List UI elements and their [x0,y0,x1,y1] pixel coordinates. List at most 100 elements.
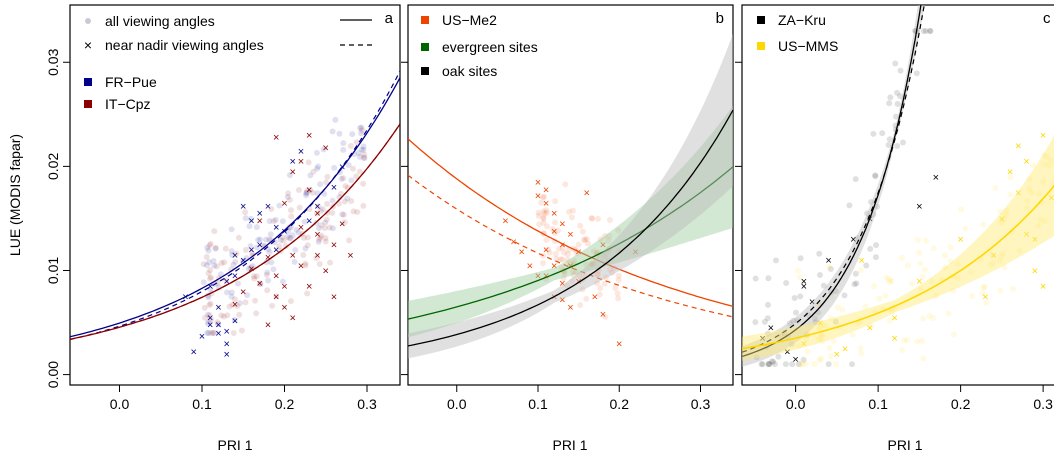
background-point [286,196,293,203]
background-point [315,238,322,245]
background-point [356,168,363,175]
nadir-point: × [323,143,329,155]
background-point [214,319,221,326]
background-point [346,237,353,244]
background-point [873,242,880,249]
nadir-point: × [616,338,622,350]
background-point [920,315,927,322]
nadir-point: × [265,320,271,332]
nadir-point: × [1023,156,1029,168]
fit-line [742,5,922,358]
background-point [300,251,307,258]
background-point [206,312,213,319]
background-point [886,278,893,285]
nadir-point: × [306,184,312,196]
nadir-point: × [535,177,541,189]
fit-line [408,166,733,320]
x-tick-label: 0.0 [447,396,467,412]
background-point [208,329,215,336]
nadir-point: × [273,245,279,257]
nadir-point: × [232,250,238,262]
background-point [579,228,586,235]
nadir-point: × [224,338,230,350]
background-point [885,141,892,148]
background-point [608,269,615,276]
background-point [288,213,295,220]
nadir-point: × [850,234,856,246]
background-point [867,245,874,252]
background-point [317,208,324,215]
legend-nadir-cross: × [84,37,92,53]
nadir-point: × [240,255,246,267]
background-point [360,180,367,187]
panel-c-x-ticks: 0.0 0.1 0.2 0.3 [786,385,1053,412]
background-point [264,269,271,276]
nadir-point: × [191,347,197,359]
background-point [342,183,349,190]
background-point [315,163,322,170]
background-point [307,172,314,179]
background-point [286,235,293,242]
panel-b-letter: b [716,10,724,27]
background-point [319,206,326,213]
background-point [1016,247,1023,254]
nadir-point: × [567,302,573,314]
background-point [356,153,363,160]
panel-a: ×××××××××××××××××××××× ××××××××× ×××××××××… [7,4,401,453]
background-point [989,251,996,258]
background-point [570,272,577,279]
background-point [273,293,280,300]
nadir-point: × [809,297,815,309]
background-point [324,200,331,207]
background-point [270,218,277,225]
background-point [309,189,316,196]
background-point [752,319,759,326]
background-point [206,259,213,266]
background-point [253,273,260,280]
background-point [249,263,256,270]
background-point [868,199,875,206]
confidence-band [408,105,733,338]
background-point [304,187,311,194]
nadir-point: × [281,226,287,238]
background-point [323,216,330,223]
background-point [802,336,809,343]
background-point [247,215,254,222]
background-point [242,215,249,222]
background-point [358,146,365,153]
background-point [327,259,334,266]
background-point [783,279,790,286]
background-point [1035,222,1042,229]
background-point [204,320,211,327]
nadir-point: × [257,208,263,220]
background-point [863,262,870,269]
background-point [561,249,568,256]
panel-a-x-axis-title: PRI 1 [217,437,252,453]
background-point [316,236,323,243]
nadir-point: × [801,276,807,288]
background-point [357,124,364,131]
background-point [615,276,622,283]
background-point [926,28,933,35]
nadir-point: × [314,208,320,220]
background-point [253,310,260,317]
background-point [277,237,284,244]
background-point [832,288,839,295]
x-tick-label: 0.0 [786,396,806,412]
background-point [268,259,275,266]
panel-c-fit-lines [742,5,1054,367]
background-point [830,337,837,344]
fit-line-nadir [408,174,733,318]
background-point [899,139,906,146]
background-point [223,289,230,296]
nadir-point: × [290,312,296,324]
legend-nadir-label: near nadir viewing angles [105,37,264,53]
background-point [313,210,320,217]
nadir-point: × [290,167,296,179]
legend-fr-pue-label: FR−Pue [105,74,157,90]
background-point [855,320,862,327]
panel-b-fit-lines [408,34,733,359]
background-point [945,310,952,317]
background-point [980,221,987,228]
